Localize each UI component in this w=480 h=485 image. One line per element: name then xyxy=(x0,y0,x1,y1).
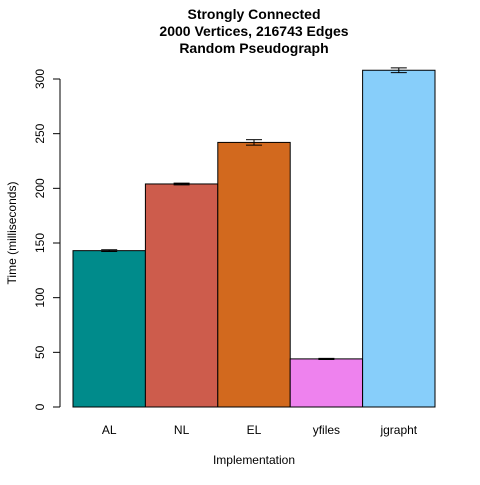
x-tick-label-nl: NL xyxy=(174,423,190,437)
y-tick-label-50: 50 xyxy=(33,345,47,359)
bar-el xyxy=(218,142,290,407)
y-axis-label: Time (milliseconds) xyxy=(5,182,19,285)
chart-title-line-2: 2000 Vertices, 216743 Edges xyxy=(159,23,348,39)
x-axis-label: Implementation xyxy=(213,453,295,467)
bars-group xyxy=(73,70,435,407)
y-tick-label-100: 100 xyxy=(33,287,47,307)
x-tick-label-el: EL xyxy=(247,423,262,437)
y-axis: 0 50 100 150 200 250 300 xyxy=(33,69,60,411)
bar-al xyxy=(73,251,145,407)
y-tick-label-0: 0 xyxy=(33,403,47,410)
y-tick-label-150: 150 xyxy=(33,233,47,253)
y-tick-label-300: 300 xyxy=(33,69,47,89)
y-tick-label-200: 200 xyxy=(33,178,47,198)
bar-yfiles xyxy=(290,359,362,407)
y-tick-label-250: 250 xyxy=(33,123,47,143)
bar-jgrapht xyxy=(363,70,435,407)
chart-title-line-1: Strongly Connected xyxy=(187,6,320,22)
x-tick-label-yfiles: yfiles xyxy=(313,423,340,437)
x-tick-label-jgrapht: jgrapht xyxy=(379,423,417,437)
chart-title: Strongly Connected 2000 Vertices, 216743… xyxy=(159,6,348,56)
bar-nl xyxy=(145,184,217,407)
x-tick-label-al: AL xyxy=(102,423,117,437)
chart-title-line-3: Random Pseudograph xyxy=(179,40,328,56)
x-tick-labels: AL NL EL yfiles jgrapht xyxy=(102,423,418,437)
